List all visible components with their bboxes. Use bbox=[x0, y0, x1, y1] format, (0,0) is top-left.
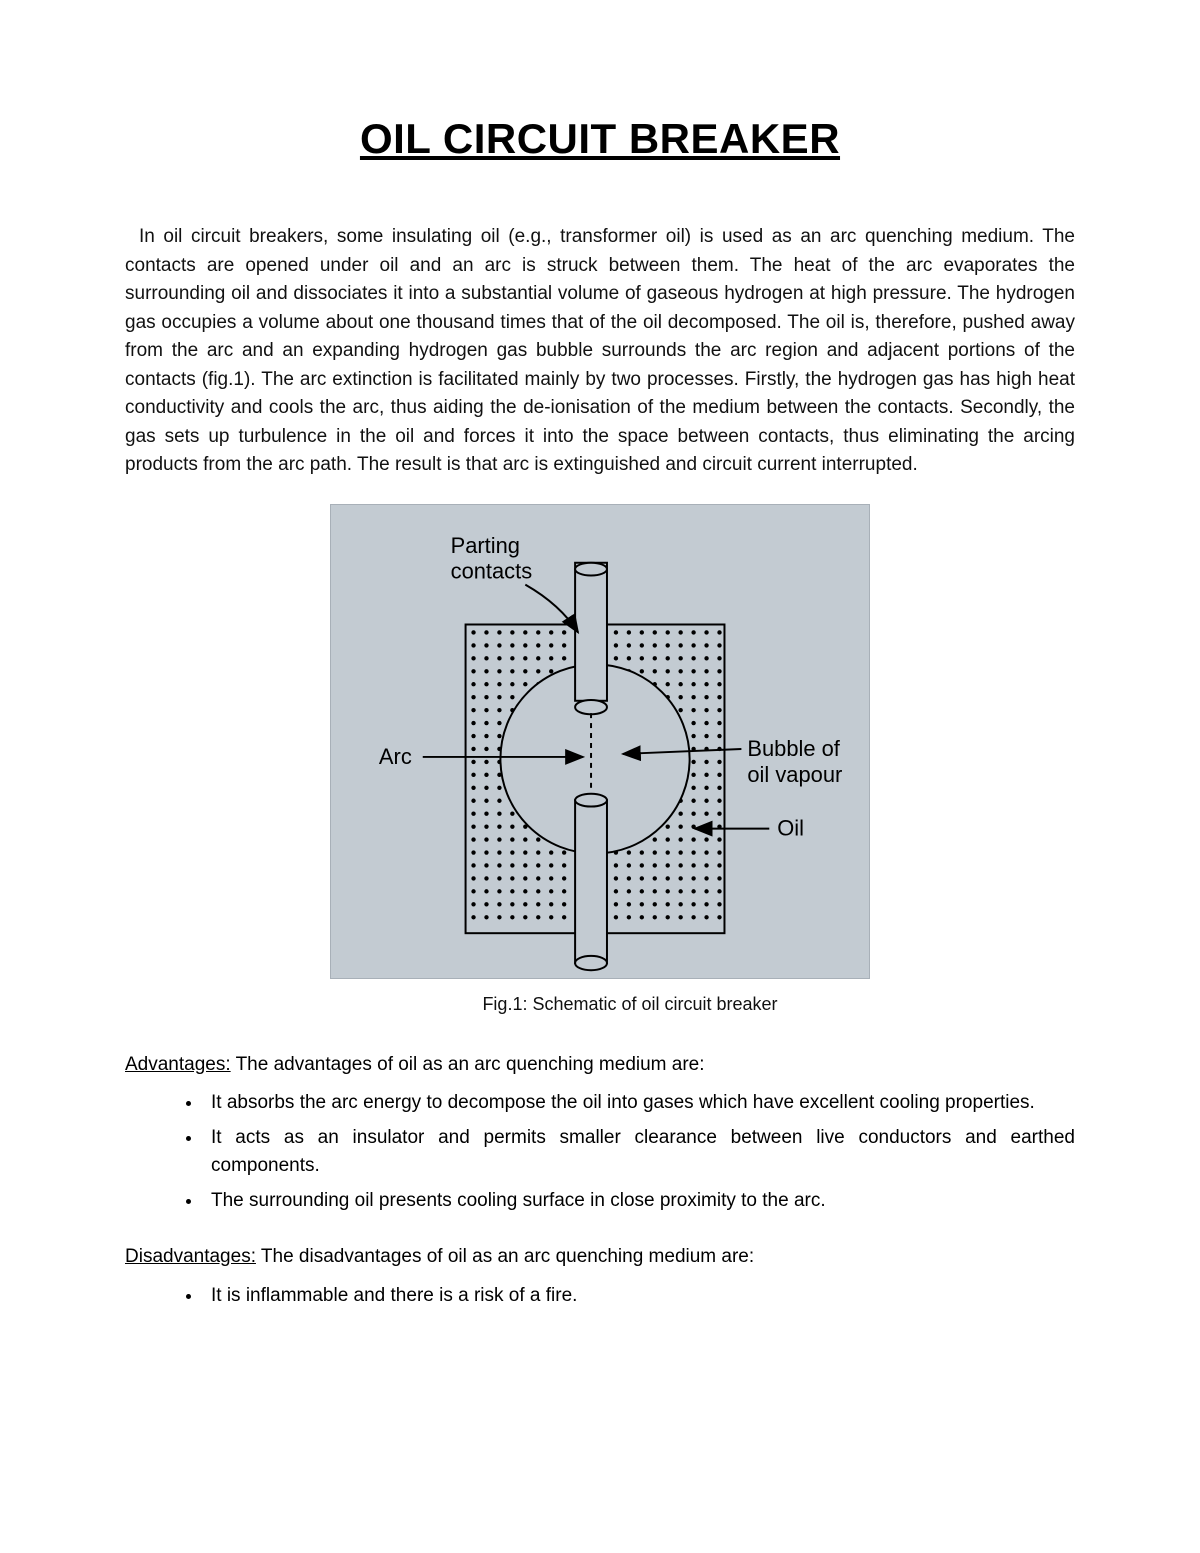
page-title: OIL CIRCUIT BREAKER bbox=[125, 115, 1075, 163]
advantage-item: It absorbs the arc energy to decompose t… bbox=[203, 1089, 1075, 1118]
label-parting-2: contacts bbox=[451, 558, 533, 583]
advantage-item: The surrounding oil presents cooling sur… bbox=[203, 1187, 1075, 1216]
figure-container: Parting contacts Arc Bubble of oil vapou… bbox=[125, 504, 1075, 1015]
figure-caption: Fig.1: Schematic of oil circuit breaker bbox=[125, 994, 1075, 1015]
contact-top bbox=[575, 562, 607, 714]
advantages-lead: The advantages of oil as an arc quenchin… bbox=[231, 1054, 705, 1075]
schematic-svg: Parting contacts Arc Bubble of oil vapou… bbox=[331, 505, 869, 978]
advantages-block: Advantages: The advantages of oil as an … bbox=[125, 1051, 1075, 1080]
disadvantages-list: It is inflammable and there is a risk of… bbox=[125, 1282, 1075, 1311]
document-page: OIL CIRCUIT BREAKER In oil circuit break… bbox=[0, 0, 1200, 1553]
disadvantages-heading: Disadvantages: bbox=[125, 1246, 256, 1267]
label-parting-1: Parting bbox=[451, 532, 520, 557]
disadvantages-lead: The disadvantages of oil as an arc quenc… bbox=[256, 1246, 754, 1267]
advantages-list: It absorbs the arc energy to decompose t… bbox=[125, 1089, 1075, 1215]
advantages-heading: Advantages: bbox=[125, 1054, 231, 1075]
label-bubble-1: Bubble of bbox=[747, 735, 840, 760]
figure-schematic: Parting contacts Arc Bubble of oil vapou… bbox=[330, 504, 870, 979]
disadvantage-item: It is inflammable and there is a risk of… bbox=[203, 1282, 1075, 1311]
intro-paragraph: In oil circuit breakers, some insulating… bbox=[125, 223, 1075, 480]
label-bubble-2: oil vapour bbox=[747, 761, 842, 786]
advantage-item: It acts as an insulator and permits smal… bbox=[203, 1124, 1075, 1181]
label-arc: Arc bbox=[379, 743, 412, 768]
contact-bottom bbox=[575, 793, 607, 969]
label-oil: Oil bbox=[777, 815, 804, 840]
disadvantages-block: Disadvantages: The disadvantages of oil … bbox=[125, 1243, 1075, 1272]
